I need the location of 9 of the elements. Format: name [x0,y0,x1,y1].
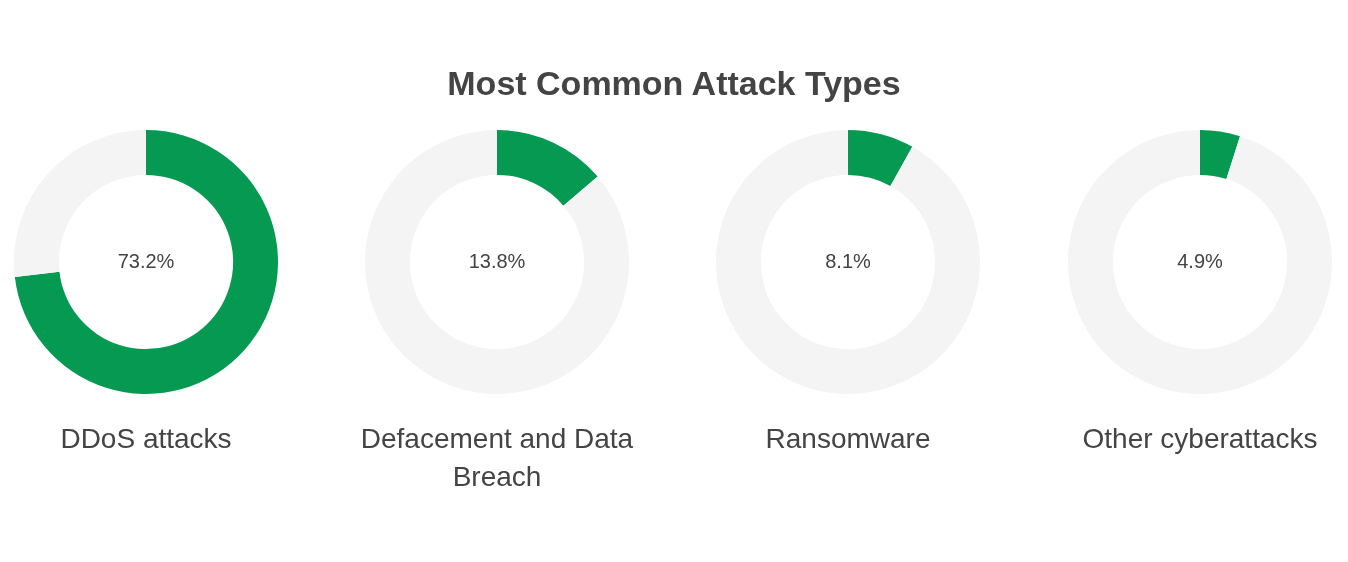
text: Other cyberattacks [1081,422,1319,456]
text: Defacement and Data Breach [359,422,635,494]
text: DDoS attacks [59,422,233,456]
data-label: 13.8% [468,249,526,272]
data-label: 8.1% [825,249,872,272]
data-label: 73.2% [117,249,175,272]
text: Ransomware [764,422,932,456]
data-label: 4.9% [1177,249,1224,272]
text: Most Common Attack Types [447,64,901,102]
